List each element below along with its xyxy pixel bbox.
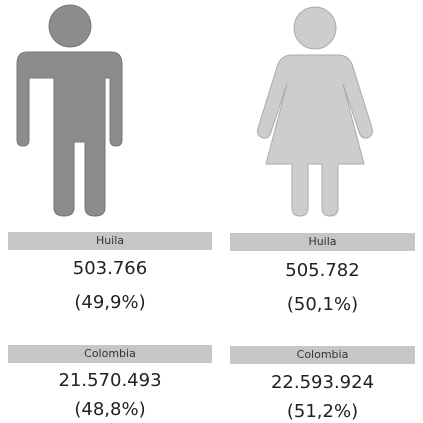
percent: (50,1%) <box>286 294 359 315</box>
region-label: Huila <box>8 232 212 250</box>
percent: (48,8%) <box>74 399 146 420</box>
value: 505.782 <box>285 260 360 281</box>
region-label: Colombia <box>230 346 415 364</box>
female-icon <box>257 6 373 217</box>
percent: (51,2%) <box>286 401 359 422</box>
region-label: Colombia <box>8 345 212 363</box>
value: 503.766 <box>72 258 148 279</box>
region-label: Huila <box>230 233 415 251</box>
value: 21.570.493 <box>58 370 162 391</box>
percent: (49,9%) <box>74 292 146 313</box>
value: 22.593.924 <box>270 372 375 393</box>
male-icon <box>16 4 123 217</box>
icons <box>16 4 373 217</box>
